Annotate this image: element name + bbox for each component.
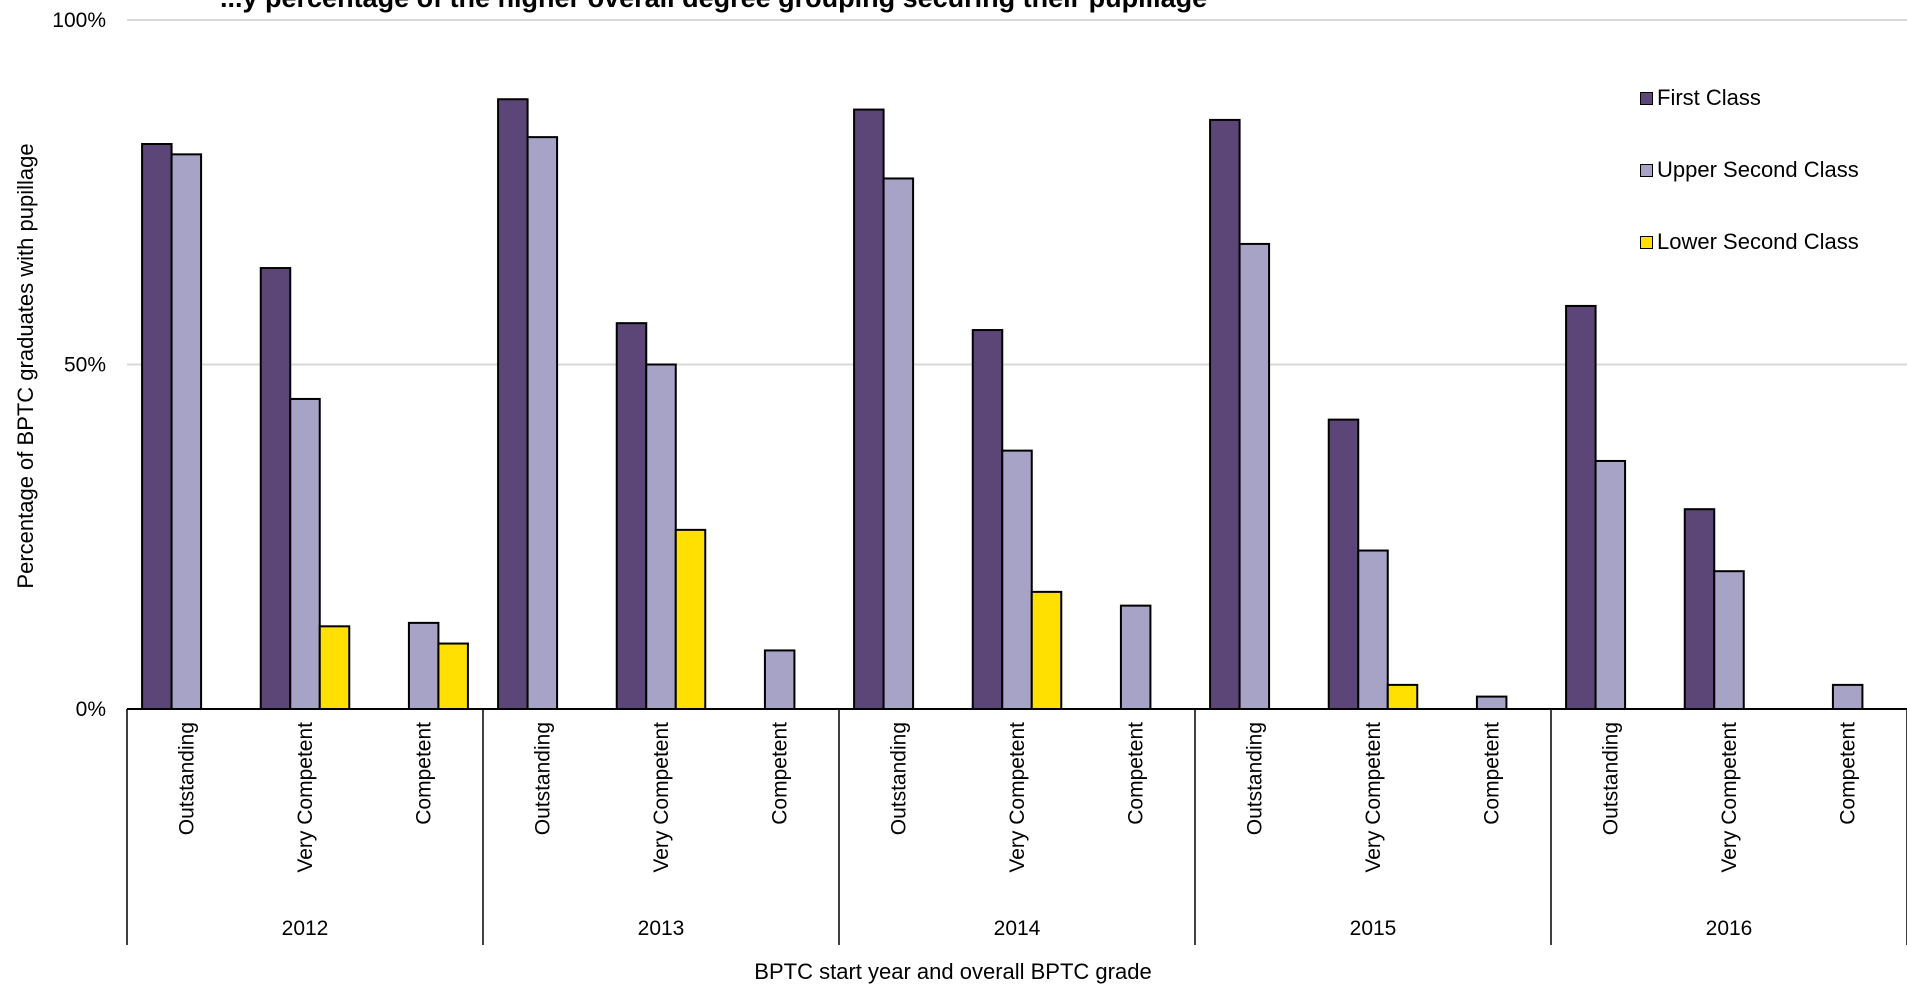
- legend-label-first-class: First Class: [1657, 85, 1761, 110]
- bar-2016-very-competent-first-class: [1683, 508, 1716, 710]
- bar-2015-very-competent-lower-second-class: [1386, 683, 1419, 711]
- chart-title: ...y percentage of the higher overall de…: [220, 0, 1207, 14]
- bar-2013-outstanding-first-class: [497, 98, 529, 711]
- legend-swatch-first-class: [1640, 91, 1653, 105]
- bar-2014-outstanding-first-class: [853, 108, 885, 710]
- y-tick-label-100-: 100%: [52, 9, 106, 32]
- bar-2012-outstanding-upper-second-class: [170, 153, 203, 711]
- category-label-2014-competent: Competent: [1125, 722, 1148, 825]
- bar-2013-competent-upper-second-class: [763, 649, 796, 710]
- bar-2013-very-competent-upper-second-class: [645, 363, 677, 710]
- bar-2012-competent-lower-second-class: [437, 642, 469, 710]
- category-label-2012-outstanding: Outstanding: [175, 722, 198, 835]
- bar-2015-outstanding-first-class: [1209, 118, 1241, 710]
- bar-2015-outstanding-upper-second-class: [1238, 242, 1271, 711]
- bar-2016-very-competent-upper-second-class: [1713, 570, 1745, 711]
- bar-2013-very-competent-lower-second-class: [674, 528, 707, 710]
- bar-2016-outstanding-upper-second-class: [1594, 459, 1627, 710]
- y-axis-label: Percentage of BPTC graduates with pupill…: [13, 143, 38, 589]
- legend-swatch-upper-second-class: [1640, 163, 1653, 177]
- bar-2014-very-competent-upper-second-class: [1001, 449, 1033, 710]
- category-label-2012-very-competent: Very Competent: [294, 722, 317, 873]
- category-label-2015-outstanding: Outstanding: [1243, 722, 1266, 835]
- category-label-2016-outstanding: Outstanding: [1599, 722, 1622, 835]
- category-label-2014-very-competent: Very Competent: [1006, 722, 1029, 873]
- legend-label-lower-second-class: Lower Second Class: [1657, 229, 1859, 254]
- bar-2012-competent-upper-second-class: [407, 621, 440, 710]
- group-label-2014: 2014: [994, 917, 1041, 940]
- bar-2012-very-competent-first-class: [259, 267, 292, 710]
- bar-2014-outstanding-upper-second-class: [882, 177, 915, 711]
- bar-2012-outstanding-first-class: [141, 143, 173, 710]
- group-label-2013: 2013: [638, 917, 685, 940]
- legend-item-lower-second-class: Lower Second Class: [1640, 206, 1859, 278]
- bar-2015-very-competent-upper-second-class: [1357, 549, 1389, 711]
- category-label-2013-competent: Competent: [769, 722, 792, 825]
- category-label-2015-very-competent: Very Competent: [1362, 722, 1385, 873]
- legend-item-first-class: First Class: [1640, 62, 1859, 134]
- category-label-2016-competent: Competent: [1837, 722, 1860, 825]
- bar-2014-competent-upper-second-class: [1119, 604, 1152, 711]
- bar-2012-very-competent-upper-second-class: [289, 397, 321, 710]
- bar-2014-very-competent-first-class: [971, 329, 1004, 710]
- bar-2012-very-competent-lower-second-class: [318, 625, 351, 711]
- group-label-2016: 2016: [1706, 917, 1753, 940]
- category-label-2015-competent: Competent: [1481, 722, 1504, 825]
- bar-2014-very-competent-lower-second-class: [1030, 590, 1063, 710]
- category-label-2013-outstanding: Outstanding: [531, 722, 554, 835]
- legend: First Class Upper Second Class Lower Sec…: [1640, 62, 1859, 278]
- category-label-2016-very-competent: Very Competent: [1718, 722, 1741, 873]
- bar-2016-outstanding-first-class: [1565, 304, 1597, 710]
- bar-2015-competent-upper-second-class: [1475, 695, 1508, 711]
- bar-2013-very-competent-first-class: [615, 322, 648, 710]
- legend-swatch-lower-second-class: [1640, 235, 1653, 249]
- y-tick-label-50-: 50%: [64, 354, 106, 377]
- group-label-2015: 2015: [1350, 917, 1397, 940]
- bar-2016-competent-upper-second-class: [1831, 683, 1864, 711]
- bar-2015-very-competent-first-class: [1327, 418, 1360, 710]
- category-label-2012-competent: Competent: [413, 722, 436, 825]
- category-label-2013-very-competent: Very Competent: [650, 722, 673, 873]
- group-label-2012: 2012: [282, 917, 329, 940]
- legend-item-upper-second-class: Upper Second Class: [1640, 134, 1859, 206]
- legend-label-upper-second-class: Upper Second Class: [1657, 157, 1859, 182]
- chart-title-clip: ...y percentage of the higher overall de…: [0, 0, 1907, 14]
- bar-2013-outstanding-upper-second-class: [526, 136, 559, 710]
- category-label-2014-outstanding: Outstanding: [887, 722, 910, 835]
- x-axis-label: BPTC start year and overall BPTC grade: [754, 959, 1152, 984]
- y-tick-label-0-: 0%: [76, 698, 106, 721]
